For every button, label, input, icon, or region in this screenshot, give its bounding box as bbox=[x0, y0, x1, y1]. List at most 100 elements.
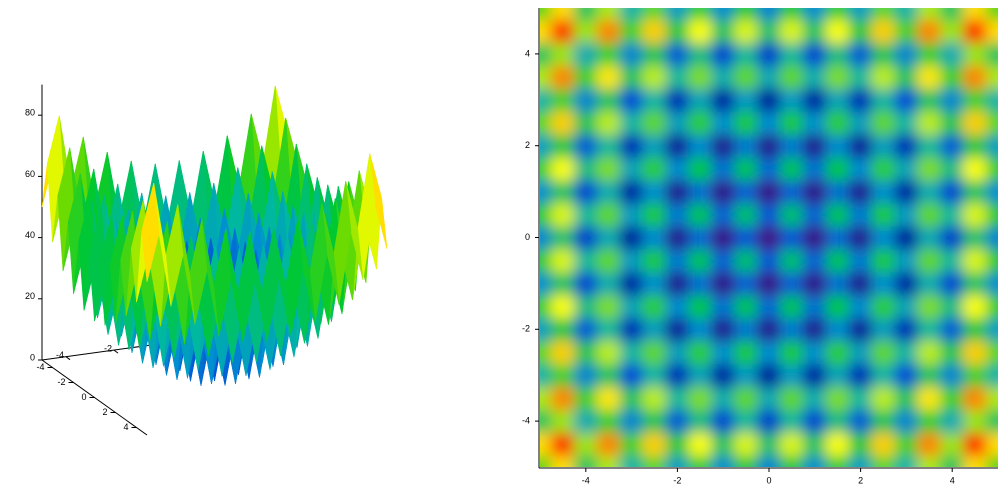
heatmap-cell bbox=[802, 202, 827, 227]
heatmap-cell bbox=[734, 294, 759, 319]
heatmap-cell bbox=[619, 340, 644, 365]
heatmap-cell bbox=[619, 248, 644, 273]
heatmap-cell bbox=[711, 248, 736, 273]
heatmap-cell bbox=[894, 432, 919, 457]
heatmap-cell bbox=[848, 110, 873, 135]
heatmap-cell bbox=[917, 409, 942, 434]
heatmap-cell bbox=[573, 271, 598, 296]
heatmap-cell bbox=[573, 133, 598, 158]
heatmap-cell bbox=[550, 432, 575, 457]
heatmap-cell bbox=[665, 8, 690, 20]
heatmap-cell bbox=[642, 432, 667, 457]
y-tick-label: -2 bbox=[57, 377, 65, 387]
heatmap-cell bbox=[711, 363, 736, 388]
heatmap-cell bbox=[917, 340, 942, 365]
heatmap-cell bbox=[779, 225, 804, 250]
heatmap-cell bbox=[642, 248, 667, 273]
heatmap-cell bbox=[802, 340, 827, 365]
heatmap-cell bbox=[550, 409, 575, 434]
heatmap-cell bbox=[871, 41, 896, 66]
heatmap-cell bbox=[550, 64, 575, 89]
heatmap-cell bbox=[963, 179, 988, 204]
y-tick-label: 4 bbox=[525, 48, 530, 58]
heatmap-cell bbox=[540, 409, 552, 434]
heatmap-cell bbox=[986, 340, 998, 365]
heatmap-cell bbox=[917, 432, 942, 457]
heatmap-cell bbox=[642, 225, 667, 250]
heatmap-cell bbox=[871, 133, 896, 158]
heatmap-cell bbox=[894, 41, 919, 66]
heatmap-cell bbox=[688, 41, 713, 66]
heatmap-cell bbox=[894, 225, 919, 250]
heatmap-cell bbox=[848, 455, 873, 467]
heatmap-cell bbox=[711, 340, 736, 365]
heatmap-cell bbox=[894, 340, 919, 365]
heatmap-cell bbox=[963, 363, 988, 388]
heatmap-cell bbox=[802, 455, 827, 467]
heatmap-cell bbox=[540, 64, 552, 89]
heatmap-cell bbox=[711, 455, 736, 467]
heatmap-cell bbox=[802, 248, 827, 273]
heatmap-cell bbox=[802, 225, 827, 250]
heatmap-cell bbox=[848, 156, 873, 181]
heatmap-cell bbox=[825, 156, 850, 181]
heatmap-cell bbox=[871, 202, 896, 227]
heatmap-cell bbox=[825, 41, 850, 66]
heatmap-cell bbox=[596, 179, 621, 204]
heatmap-cell bbox=[688, 363, 713, 388]
heatmap-cell bbox=[573, 41, 598, 66]
heatmap-cell bbox=[711, 64, 736, 89]
heatmap-cell bbox=[871, 294, 896, 319]
heatmap-cell bbox=[757, 133, 781, 158]
heatmap-cell bbox=[779, 133, 804, 158]
heatmap-cell bbox=[917, 455, 942, 467]
heatmap-cell bbox=[734, 18, 759, 43]
heatmap-cell bbox=[573, 87, 598, 112]
y-tick-label: -4 bbox=[36, 362, 44, 372]
heatmap-cell bbox=[734, 41, 759, 66]
heatmap-cell bbox=[688, 248, 713, 273]
heatmap-cell bbox=[619, 225, 644, 250]
heatmap-cell bbox=[573, 225, 598, 250]
heatmap-cell bbox=[757, 363, 781, 388]
heatmap-cell bbox=[711, 202, 736, 227]
heatmap-cell bbox=[596, 363, 621, 388]
heatmap-cell bbox=[825, 110, 850, 135]
heatmap-cell bbox=[734, 179, 759, 204]
heatmap-cell bbox=[665, 87, 690, 112]
heatmap-cell bbox=[711, 225, 736, 250]
heatmap-cell bbox=[802, 179, 827, 204]
x-tick-label: -2 bbox=[104, 343, 112, 353]
heatmap-cell bbox=[642, 455, 667, 467]
heatmap-cell bbox=[734, 363, 759, 388]
heatmap-cell bbox=[802, 87, 827, 112]
heatmap-cell bbox=[619, 18, 644, 43]
heatmap-cell bbox=[596, 294, 621, 319]
heatmap-cell bbox=[825, 87, 850, 112]
heatmap-cell bbox=[986, 386, 998, 411]
heatmap-cell bbox=[642, 179, 667, 204]
heatmap-cell bbox=[940, 18, 965, 43]
y-tick-label: 0 bbox=[81, 392, 86, 402]
heatmap-cell bbox=[871, 8, 896, 20]
heatmap-cells bbox=[540, 8, 998, 467]
heatmap-cell bbox=[917, 18, 942, 43]
heatmap-cell bbox=[848, 248, 873, 273]
heatmap-cell bbox=[596, 225, 621, 250]
heatmap-cell bbox=[573, 8, 598, 20]
heatmap-cell bbox=[711, 133, 736, 158]
heatmap-cell bbox=[871, 386, 896, 411]
heatmap-cell bbox=[619, 41, 644, 66]
heatmap-cell bbox=[550, 271, 575, 296]
heatmap-cell bbox=[688, 18, 713, 43]
heatmap-cell bbox=[894, 317, 919, 342]
heatmap-cell bbox=[848, 87, 873, 112]
heatmap-cell bbox=[734, 110, 759, 135]
heatmap-cell bbox=[734, 8, 759, 20]
heatmap-cell bbox=[540, 294, 552, 319]
heatmap-cell bbox=[963, 87, 988, 112]
heatmap-cell bbox=[940, 386, 965, 411]
heatmap-cell bbox=[940, 271, 965, 296]
heatmap-cell bbox=[940, 432, 965, 457]
heatmap-cell bbox=[871, 248, 896, 273]
